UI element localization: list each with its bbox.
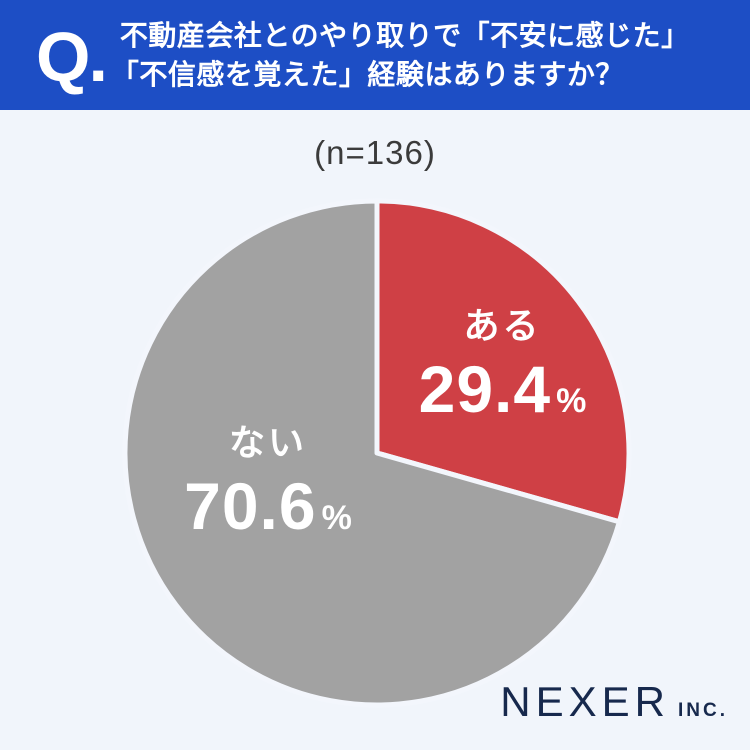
question-line-1: 不動産会社とのやり取りで「不安に感じた」 <box>119 20 690 51</box>
pie-slice-1 <box>122 198 622 708</box>
question-header: Q. 不動産会社とのやり取りで「不安に感じた」 「不信感を覚えた」経験はあります… <box>0 0 750 110</box>
brand-name: NEXER <box>500 678 670 725</box>
brand-logo: NEXER INC. <box>500 678 728 726</box>
question-line-2: 「不信感を覚えた」経験はありますか？ <box>110 59 624 90</box>
question-text: 不動産会社とのやり取りで「不安に感じた」 「不信感を覚えた」経験はありますか？ <box>111 16 690 94</box>
q-mark: Q. <box>36 18 108 96</box>
pie-slice-0 <box>374 198 632 525</box>
brand-suffix: INC. <box>678 700 728 721</box>
sample-size-label: (n=136) <box>314 134 436 171</box>
